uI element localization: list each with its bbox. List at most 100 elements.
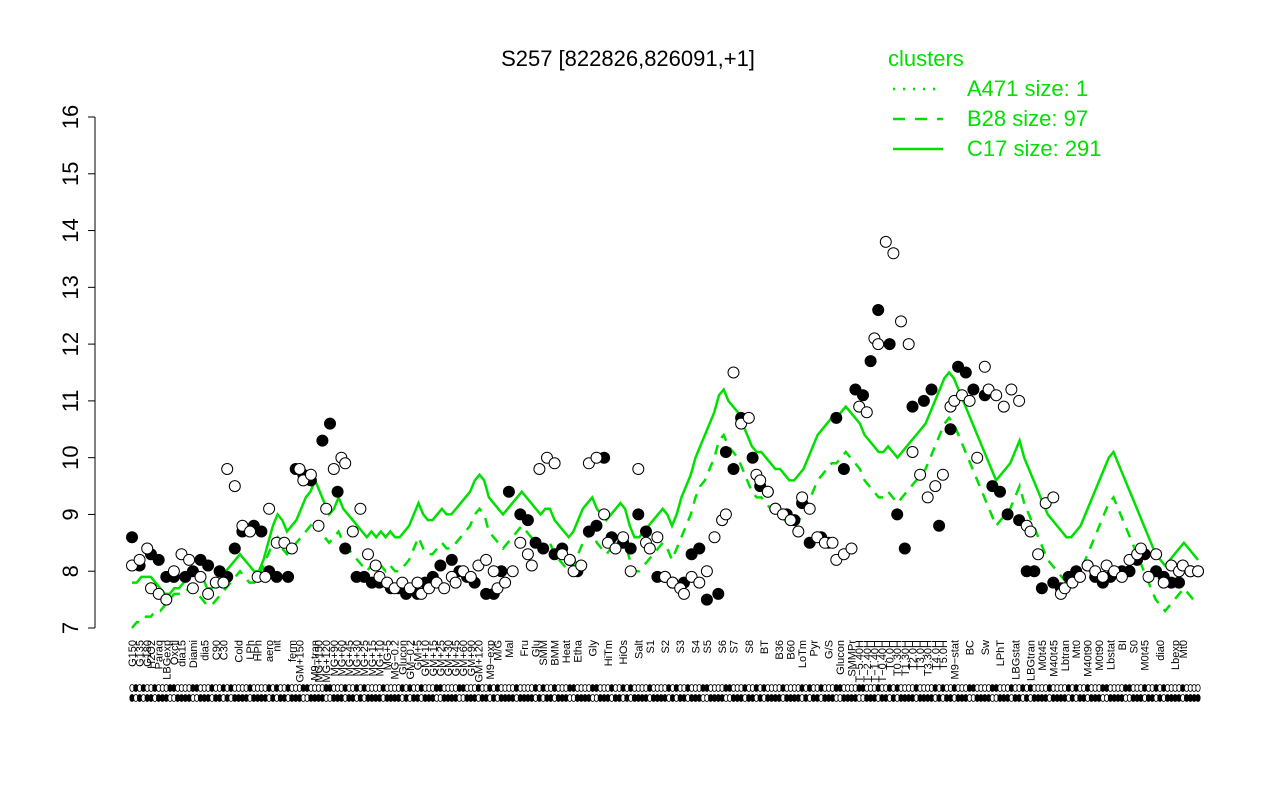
- data-point-filled: [898, 542, 911, 555]
- data-point-open: [449, 576, 462, 589]
- data-point-filled: [864, 355, 877, 368]
- x-tick-label: Gly: [588, 640, 600, 657]
- data-point-open: [1115, 570, 1128, 583]
- data-point-open: [304, 468, 317, 481]
- data-point-open: [929, 480, 942, 493]
- y-tick-label: 11: [58, 389, 83, 412]
- data-point-open: [167, 565, 180, 578]
- data-point-open: [590, 451, 603, 464]
- x-tick-label: HiTm: [603, 640, 615, 666]
- x-tick-label: Cold: [234, 640, 246, 663]
- x-tick-label: M0t45: [1140, 640, 1152, 671]
- data-point-open: [727, 366, 740, 379]
- data-point-open: [183, 553, 196, 566]
- data-point-open: [990, 389, 1003, 402]
- x-tick-label: T−0.40H: [877, 640, 889, 683]
- legend-title: clusters: [888, 46, 964, 71]
- data-point-open: [521, 548, 534, 561]
- x-tick-label: GM+90: [466, 640, 478, 676]
- x-tick-label: GM+5: [413, 640, 425, 670]
- data-point-open: [742, 411, 755, 424]
- data-point-open: [221, 463, 234, 475]
- data-point-filled: [719, 446, 732, 458]
- x-tick-label: dia0: [1155, 640, 1167, 661]
- data-point-open: [887, 247, 900, 260]
- x-tick-label: Mal: [504, 640, 516, 658]
- x-tick-label: G/S: [824, 640, 836, 659]
- x-tick-label: MG+90: [329, 640, 341, 676]
- data-point-open: [514, 536, 527, 549]
- x-tick-label: T0.30H: [892, 640, 904, 676]
- data-point-open: [1157, 576, 1170, 589]
- x-tick-label: MG−0.2: [390, 640, 402, 679]
- data-point-open: [1005, 383, 1018, 396]
- y-tick-label: 15: [58, 162, 83, 186]
- data-point-open: [327, 463, 340, 475]
- x-tick-label: BC: [965, 640, 977, 655]
- data-point-open: [1032, 548, 1045, 561]
- x-tick-label: Lbstat: [1105, 640, 1117, 670]
- x-tick-label: T3.0H: [915, 640, 927, 670]
- data-point-open: [506, 565, 519, 578]
- data-point-open: [464, 570, 477, 583]
- data-point-filled: [228, 542, 241, 555]
- x-tick-label: Mt0: [1071, 640, 1083, 658]
- data-point-filled: [944, 423, 957, 436]
- x-tick-label: S3: [675, 640, 687, 653]
- data-point-filled: [316, 434, 329, 447]
- x-tick-label: Pyr: [808, 640, 820, 657]
- x-tick-label: BI: [1117, 640, 1129, 650]
- x-tick-label: GM+15: [428, 640, 440, 676]
- x-tick-label: dia5: [199, 640, 211, 661]
- data-point-filled: [1035, 582, 1048, 595]
- x-tick-label: M0t90: [1094, 640, 1106, 671]
- x-tick-label: MG+5: [382, 640, 394, 670]
- data-point-open: [617, 531, 630, 544]
- data-point-open: [1096, 570, 1109, 583]
- x-tick-label: H2O2: [146, 640, 158, 669]
- data-point-open: [202, 587, 215, 600]
- x-tick-label: S2: [660, 640, 672, 653]
- data-point-open: [285, 542, 298, 555]
- x-tick-label: BT: [759, 640, 771, 654]
- data-point-filled: [906, 400, 919, 413]
- x-tick-label: B60: [786, 640, 798, 660]
- data-point-open: [1142, 570, 1155, 583]
- data-point-filled: [727, 463, 740, 475]
- x-tick-label: Lbexp: [1170, 640, 1182, 670]
- data-point-open: [312, 519, 325, 532]
- x-tick-label: MG+150: [314, 640, 326, 683]
- x-tick-label: T3.30H: [923, 640, 935, 676]
- data-point-open: [369, 559, 382, 572]
- x-tick-label: M40t90: [1083, 640, 1095, 677]
- x-tick-label: LPh: [245, 640, 257, 660]
- data-point-open: [643, 542, 656, 555]
- legend-item: B28 size: 97: [967, 106, 1088, 131]
- data-point-open: [914, 468, 927, 481]
- data-point-open: [320, 502, 333, 515]
- x-tick-label: Etha: [572, 639, 584, 663]
- data-point-open: [792, 525, 805, 538]
- data-point-filled: [883, 338, 896, 351]
- x-tick-label: M/G: [492, 640, 504, 661]
- x-tick-label: G150: [127, 640, 139, 667]
- data-point-open: [796, 491, 809, 504]
- x-tick-label: nit: [272, 640, 284, 652]
- data-point-open: [624, 565, 637, 578]
- x-tick-label: S5: [702, 640, 714, 653]
- x-tick-label: MG+15: [367, 640, 379, 676]
- y-tick-label: 12: [58, 332, 83, 356]
- series-line-dashed: [131, 415, 1199, 629]
- x-tick-label: MG+25: [359, 640, 371, 676]
- x-tick-label: T0.0H: [885, 640, 897, 670]
- data-point-open: [761, 485, 774, 498]
- data-point-open: [860, 406, 873, 419]
- y-axis: 7 8 9 10 11 12 13 14 15 16: [58, 105, 96, 634]
- x-tick-label: T1.30H: [900, 640, 912, 676]
- x-tick-label: GM+120: [473, 640, 485, 683]
- x-tick-label: LBGexp: [161, 640, 173, 680]
- data-point-filled: [590, 519, 603, 532]
- data-point-open: [978, 360, 991, 373]
- y-tick-label: 10: [58, 445, 83, 469]
